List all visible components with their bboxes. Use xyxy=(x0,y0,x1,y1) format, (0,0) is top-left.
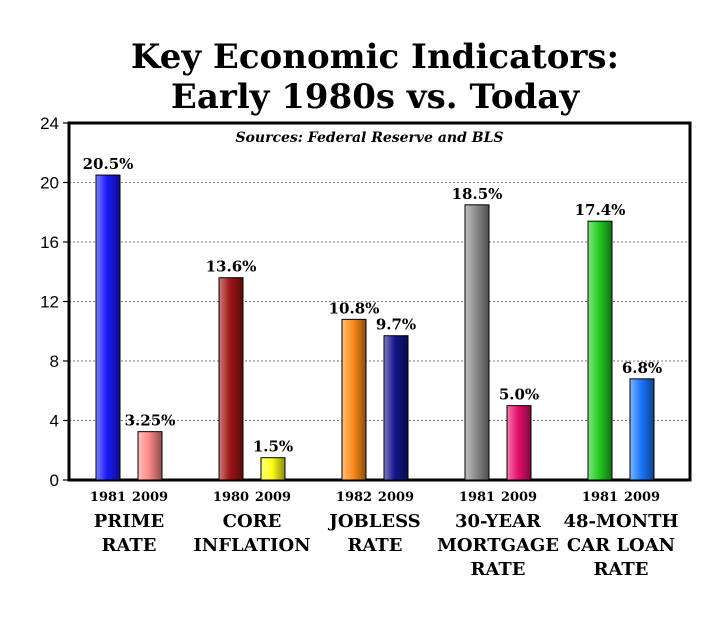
x-year-label: 1980 xyxy=(213,490,249,505)
x-category-label: MORTGAGE xyxy=(437,535,559,556)
x-category-label: PRIME xyxy=(94,511,165,532)
bar-value-label: 10.8% xyxy=(329,299,380,317)
x-category-label: INFLATION xyxy=(193,535,310,556)
y-tick-label: 12 xyxy=(40,293,59,312)
bar xyxy=(137,431,163,481)
x-category-label: 30-YEAR xyxy=(455,511,542,532)
y-tick-label: 4 xyxy=(50,412,59,431)
x-year-label: 1982 xyxy=(336,490,372,505)
bar xyxy=(341,318,367,481)
chart-subtitle: Sources: Federal Reserve and BLS xyxy=(235,130,503,146)
chart-title-line-2: Early 1980s vs. Today xyxy=(171,77,580,117)
bar xyxy=(260,457,286,481)
y-tick-label: 16 xyxy=(40,233,59,252)
x-year-label: 2009 xyxy=(624,490,660,505)
x-year-label: 2009 xyxy=(501,490,537,505)
x-category-label: CAR LOAN xyxy=(567,535,675,556)
x-category-label: 48-MONTH xyxy=(564,511,679,532)
x-year-label: 1981 xyxy=(90,490,126,505)
bar xyxy=(383,335,409,481)
bar-value-label: 1.5% xyxy=(253,438,293,456)
x-category-label: RATE xyxy=(593,559,648,580)
bar-value-label: 6.8% xyxy=(622,359,662,377)
bar-value-label: 18.5% xyxy=(452,185,503,203)
x-category-label: CORE xyxy=(223,511,282,532)
plot-frame xyxy=(67,121,692,482)
bar-value-label: 9.7% xyxy=(376,316,416,334)
y-tick-label: 24 xyxy=(40,114,59,133)
bar xyxy=(464,204,490,481)
y-tick-label: 20 xyxy=(40,174,59,193)
x-year-label: 2009 xyxy=(132,490,168,505)
y-tick-label: 0 xyxy=(50,471,59,490)
x-year-label: 2009 xyxy=(255,490,291,505)
bar xyxy=(506,405,532,481)
bar-value-label: 3.25% xyxy=(125,412,176,430)
x-category-label: RATE xyxy=(347,535,402,556)
chart-title-line-1: Key Economic Indicators: xyxy=(131,37,619,77)
bar xyxy=(218,277,244,481)
bar-value-label: 13.6% xyxy=(206,258,257,276)
x-year-label: 2009 xyxy=(378,490,414,505)
x-year-label: 1981 xyxy=(459,490,495,505)
bar-value-label: 20.5% xyxy=(83,155,134,173)
x-category-label: JOBLESS xyxy=(327,511,420,532)
x-category-label: RATE xyxy=(101,535,156,556)
bar xyxy=(629,378,655,481)
bar xyxy=(95,174,121,481)
x-category-label: RATE xyxy=(470,559,525,580)
x-year-label: 1981 xyxy=(582,490,618,505)
bar-value-label: 5.0% xyxy=(499,386,539,404)
bar-value-label: 17.4% xyxy=(575,201,626,219)
bar xyxy=(587,220,613,481)
y-tick-label: 8 xyxy=(50,352,59,371)
